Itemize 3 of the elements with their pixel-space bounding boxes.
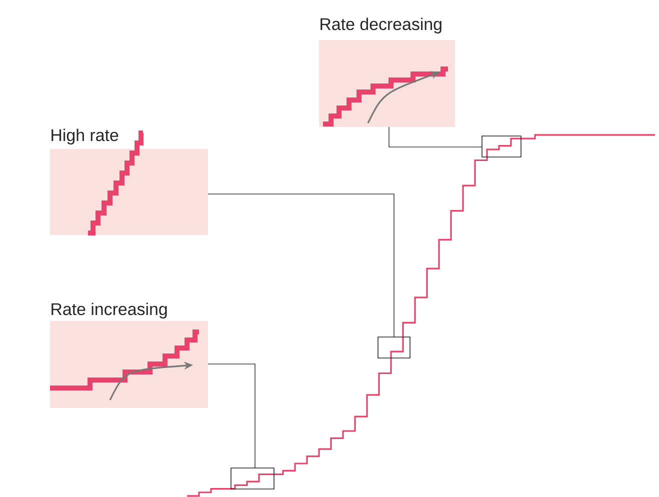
text: High rate bbox=[52, 128, 118, 145]
text: Rate increasing bbox=[52, 302, 167, 318]
text: Rate decreasing bbox=[320, 18, 442, 34]
